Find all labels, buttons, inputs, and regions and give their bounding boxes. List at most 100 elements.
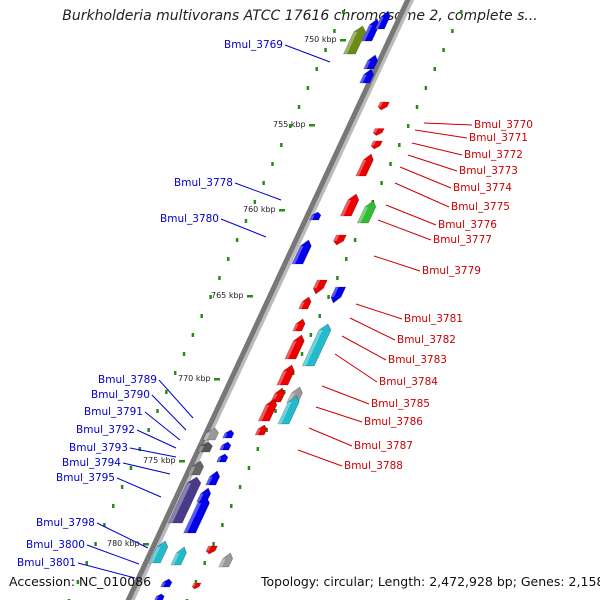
gene-arrow[interactable] [218,552,236,568]
gene-label-right[interactable]: Bmul_3779 [422,265,481,277]
leader-line [151,394,187,431]
gene-arrow-3793[interactable] [197,441,215,453]
gene-label-left[interactable]: Bmul_3792 [76,424,135,436]
gene-label-left[interactable]: Bmul_3780 [160,213,219,225]
tick-dot [324,48,327,52]
gene-label-right[interactable]: Bmul_3773 [459,165,518,177]
gene-arrow-3772[interactable] [370,140,383,150]
gene-arrow-3784b[interactable] [270,387,288,403]
gene-arrow[interactable] [205,470,223,486]
tick-dot [218,276,221,280]
leader-line [349,317,396,341]
leader-line [96,522,149,549]
gene-label-right[interactable]: Bmul_3784 [379,376,438,388]
gene-label-right[interactable]: Bmul_3770 [474,119,533,131]
gene-label-right[interactable]: Bmul_3776 [438,219,497,231]
leader-line [315,406,363,423]
gene-arrow[interactable] [191,582,202,590]
gene-arrow-3770[interactable] [377,101,390,111]
gene-arrow-3776[interactable] [356,200,378,224]
gene-label-right[interactable]: Bmul_3787 [354,440,413,452]
gene-label-right[interactable]: Bmul_3788 [344,460,403,472]
gene-arrow-3780[interactable] [291,239,314,265]
gene-label-right[interactable]: Bmul_3786 [364,416,423,428]
gene-label-right[interactable]: Bmul_3771 [469,132,528,144]
gene-arrow-3783b[interactable] [301,323,334,367]
tick-dot [274,409,277,413]
gene-arrow[interactable] [154,593,166,600]
gene-arrow-3798[interactable] [148,540,170,564]
gene-label-left[interactable]: Bmul_3790 [91,389,150,401]
tick-dot [112,504,115,508]
gene-arrow[interactable] [183,496,213,534]
gene-label-left[interactable]: Bmul_3793 [69,442,128,454]
tick-dot [138,447,142,451]
gene-label-left[interactable]: Bmul_3791 [84,406,143,418]
tick-dot [265,428,268,432]
gene-label-left[interactable]: Bmul_3778 [174,177,233,189]
gene-arrow-3787[interactable] [257,398,279,422]
tick-dot [76,580,80,584]
gene-label-left[interactable]: Bmul_3798 [36,517,95,529]
tick-dot [297,105,301,109]
tick-dot [209,295,212,299]
gene-label-left[interactable]: Bmul_3795 [56,472,115,484]
gene-label-left[interactable]: Bmul_3794 [62,457,121,469]
kbp-tick-label: 750 kbp [304,35,337,44]
gene-arrow-3786[interactable] [277,395,302,425]
gene-arrow-3774[interactable] [355,153,376,177]
tick-dot [212,542,215,546]
tick-dot [327,295,330,299]
gene-arrow-3791[interactable] [219,441,233,451]
gene-label-left[interactable]: Bmul_3769 [224,39,283,51]
tick-dot [342,10,345,14]
gene-arrow-3795[interactable] [167,476,203,524]
gene-label-right[interactable]: Bmul_3772 [464,149,523,161]
gene-arrow-3782[interactable] [298,296,314,310]
map-title: Burkholderia multivorans ATCC 17616 chro… [62,8,538,24]
gene-arrow-3783[interactable] [284,334,307,360]
gene-arrow-3782b[interactable] [292,318,308,332]
gene-arrow-3792[interactable] [216,453,230,463]
leader-line [355,303,403,320]
gene-label-right[interactable]: Bmul_3783 [388,354,447,366]
gene-label-right[interactable]: Bmul_3781 [404,313,463,325]
gene-arrow-3794[interactable] [187,460,207,476]
kbp-tick-mark [214,378,220,381]
gene-label-right[interactable]: Bmul_3774 [453,182,512,194]
tick-dot [221,523,224,527]
gene-label-left[interactable]: Bmul_3801 [17,557,76,569]
tick-dot [315,67,318,71]
gene-arrow-3771[interactable] [372,128,385,136]
tick-dot [253,200,257,204]
leader-line [158,379,194,419]
gene-arrow[interactable] [205,545,218,555]
gene-arrow-3790[interactable] [202,427,221,441]
gene-arrow-3801[interactable] [160,578,174,588]
gene-arrow-3781b[interactable] [328,286,347,304]
gene-label-right[interactable]: Bmul_3785 [371,398,430,410]
gene-arrow-3781[interactable] [311,279,328,295]
gene-arrow[interactable] [359,68,377,84]
gene-arrow-3777[interactable] [332,234,347,246]
gene-label-right[interactable]: Bmul_3775 [451,201,510,213]
gene-label-right[interactable]: Bmul_3782 [397,334,456,346]
gene-arrow-3800[interactable] [170,546,189,566]
gene-label-left[interactable]: Bmul_3789 [98,374,157,386]
gene-arrow[interactable] [361,18,382,42]
gene-arrow-3788[interactable] [254,424,269,436]
gene-arrow-3789[interactable] [222,429,236,439]
leader-line [297,449,343,467]
leader-line [136,429,177,449]
gene-arrow-3778[interactable] [309,211,323,221]
gene-label-right[interactable]: Bmul_3777 [433,234,492,246]
kbp-tick-mark [247,295,253,298]
kbp-tick-mark [309,124,315,127]
gene-arrow[interactable] [374,10,392,30]
gene-label-left[interactable]: Bmul_3800 [26,539,85,551]
gene-arrow-3769[interactable] [343,25,368,55]
gene-arrow[interactable] [363,54,381,70]
gene-arrow-3784[interactable] [276,364,297,386]
gene-arrow-3775[interactable] [339,193,361,217]
